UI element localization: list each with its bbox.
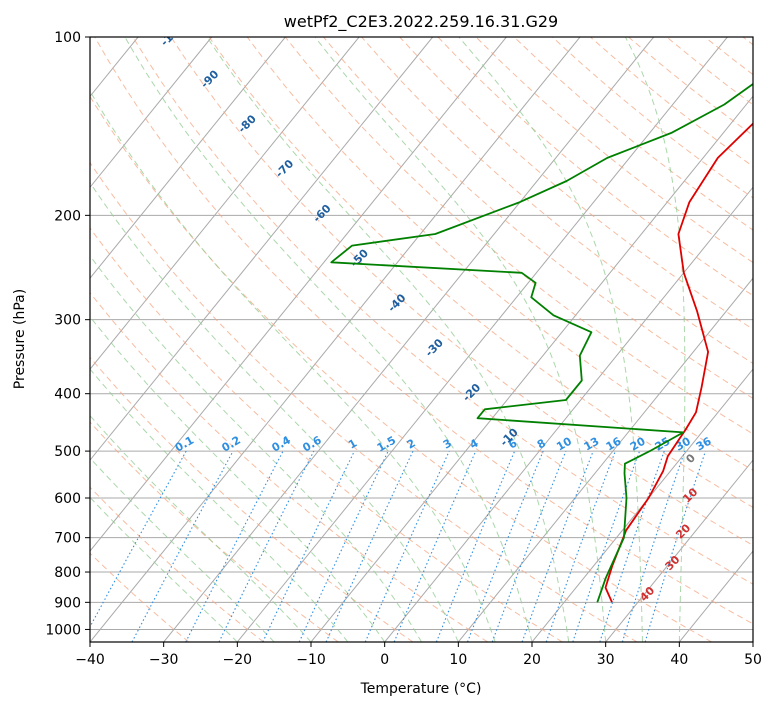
x-tick-label: 30	[597, 652, 615, 668]
isotherm-line	[90, 37, 286, 280]
isotherm-line	[163, 37, 655, 642]
dry-adiabat	[208, 37, 753, 508]
x-axis-label: Temperature (°C)	[360, 681, 482, 697]
profile-traces	[330, 82, 753, 603]
dewpoint-trace	[330, 82, 753, 603]
x-tick-label: −40	[75, 652, 105, 668]
moist-adiabat	[90, 368, 349, 642]
mixing-ratio-line	[545, 450, 616, 642]
moist-adiabat	[90, 414, 312, 642]
moist-adiabat	[124, 37, 533, 642]
mixing-ratio-line	[185, 450, 284, 642]
dry-adiabat	[246, 37, 753, 471]
dry-adiabat	[132, 37, 753, 585]
y-tick-label: 300	[54, 313, 81, 329]
plot-frame	[89, 36, 754, 643]
x-tick-label: 20	[523, 652, 541, 668]
x-tick-label: 0	[380, 652, 389, 668]
temperature-trace	[604, 122, 753, 603]
x-tick-label: −30	[149, 652, 179, 668]
mixing-ratio-line	[644, 450, 707, 642]
y-tick-label: 1000	[45, 622, 81, 638]
y-tick-label: 100	[54, 30, 81, 46]
mixing-ratio-line	[599, 450, 665, 642]
mixing-ratio-line	[393, 450, 477, 642]
y-tick-label: 500	[54, 444, 81, 460]
isotherm-line	[531, 368, 753, 642]
isotherm-line	[90, 37, 507, 552]
moist-adiabat	[90, 457, 275, 642]
dry-adiabat-label: -100	[158, 20, 187, 49]
pressure-gridlines	[90, 37, 753, 630]
y-tick-label: 600	[54, 491, 81, 507]
y-tick-label: 200	[54, 208, 81, 224]
dry-adiabat	[90, 161, 638, 642]
y-axis-label: Pressure (hPa)	[12, 289, 28, 389]
y-tick-label: 400	[54, 387, 81, 403]
y-tick-label: 900	[54, 595, 81, 611]
isotherm-line	[457, 277, 753, 642]
moist-adiabat	[458, 37, 643, 642]
y-axis-ticks: 100 200 300 400 500 600 700 800 900 1000	[45, 30, 90, 638]
moist-adiabat	[90, 496, 238, 642]
y-tick-label: 700	[54, 531, 81, 547]
mixing-ratio-line	[491, 450, 567, 642]
mixing-ratio-line	[521, 450, 594, 642]
mixing-ratio-line	[218, 450, 315, 642]
dry-adiabat	[94, 37, 753, 625]
isotherm-line	[384, 186, 753, 642]
mixing-ratio-line	[572, 450, 641, 642]
x-axis-ticks: −40 −30 −20 −10 0 10 20 30 40 50	[75, 642, 762, 668]
dry-adiabat	[90, 291, 488, 642]
moist-adiabat	[90, 315, 386, 642]
isotherm-line	[605, 459, 753, 642]
dry-adiabat	[437, 37, 753, 297]
x-tick-label: −20	[223, 652, 253, 668]
mixing-ratio-lines	[90, 450, 707, 642]
moist-adiabat	[624, 37, 686, 642]
x-tick-label: −10	[296, 652, 326, 668]
mixing-ratio-line	[435, 450, 516, 642]
isotherm-line	[90, 37, 213, 189]
isotherm-line	[90, 37, 434, 461]
isotherm-line	[90, 37, 360, 370]
isotherm-line	[236, 37, 728, 642]
moist-adiabat	[206, 37, 570, 642]
dry-adiabat	[90, 356, 414, 642]
dry-adiabat	[90, 421, 339, 642]
moist-adiabats	[90, 37, 686, 642]
x-tick-label: 50	[744, 652, 762, 668]
mixing-ratio-line	[466, 450, 544, 642]
dry-adiabat	[90, 552, 190, 642]
mixing-ratio-line	[131, 450, 234, 642]
dry-adiabat	[170, 37, 753, 546]
moist-adiabat	[314, 37, 607, 642]
mixing-ratio-line	[364, 450, 450, 642]
moist-adiabat	[90, 254, 422, 642]
isotherm-gridlines	[90, 37, 753, 642]
x-tick-label: 40	[670, 652, 688, 668]
mixing-ratio-line	[621, 450, 686, 642]
x-tick-label: 10	[449, 652, 467, 668]
y-tick-label: 800	[54, 565, 81, 581]
dry-adiabat	[90, 227, 563, 642]
mixing-ratio-line	[90, 450, 187, 629]
moist-adiabat	[90, 90, 496, 642]
chart-title: wetPf2_C2E3.2022.259.16.31.G29	[284, 12, 558, 32]
dry-adiabat	[399, 37, 753, 330]
